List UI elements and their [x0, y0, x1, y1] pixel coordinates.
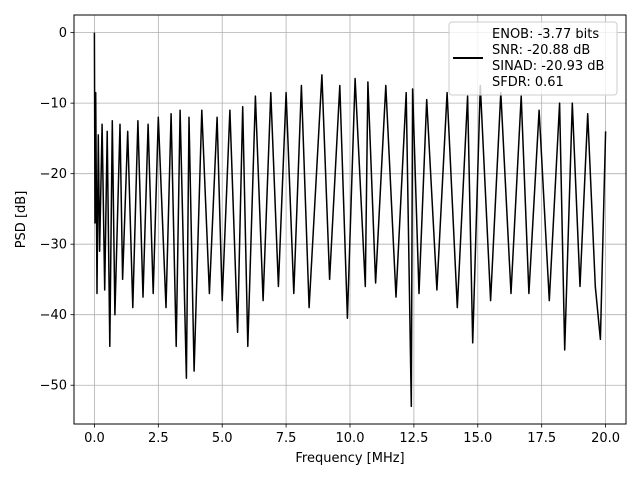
x-tick-label: 7.5 [276, 431, 297, 446]
legend-entry-enob: ENOB: -3.77 bits [492, 27, 599, 42]
x-tick-label: 5.0 [212, 431, 233, 446]
x-tick-label: 15.0 [463, 431, 492, 446]
x-tick-label: 2.5 [148, 431, 169, 446]
legend-entry-sinad: SINAD: -20.93 dB [492, 59, 604, 74]
legend-box [448, 21, 618, 96]
legend: ENOB: -3.77 bits SNR: -20.88 dB SINAD: -… [448, 21, 618, 96]
series-layer [93, 32, 607, 408]
x-tick-label: 17.5 [527, 431, 556, 446]
legend-entry-sfdr: SFDR: 0.61 [492, 75, 564, 90]
y-tick-label: −30 [40, 238, 67, 253]
x-tick-label: 12.5 [399, 431, 428, 446]
y-tick-label: −10 [40, 97, 67, 112]
tick-layer: 0.0 2.5 5.0 7.5 10.0 12.5 15.0 17.5 20.0 0 −10 −20 −… [40, 26, 620, 446]
x-axis-label: Frequency [MHz] [295, 451, 404, 466]
y-tick-label: −50 [40, 379, 67, 394]
y-tick-label: 0 [59, 26, 67, 41]
x-tick-label: 0.0 [84, 431, 105, 446]
y-tick-label: −40 [40, 308, 67, 323]
y-axis-label: PSD [dB] [14, 191, 29, 249]
x-tick-label: 10.0 [336, 431, 365, 446]
legend-entry-snr: SNR: -20.88 dB [492, 43, 590, 58]
y-tick-label: −20 [40, 167, 67, 182]
x-tick-label: 20.0 [591, 431, 620, 446]
psd-series-line [93, 32, 607, 408]
